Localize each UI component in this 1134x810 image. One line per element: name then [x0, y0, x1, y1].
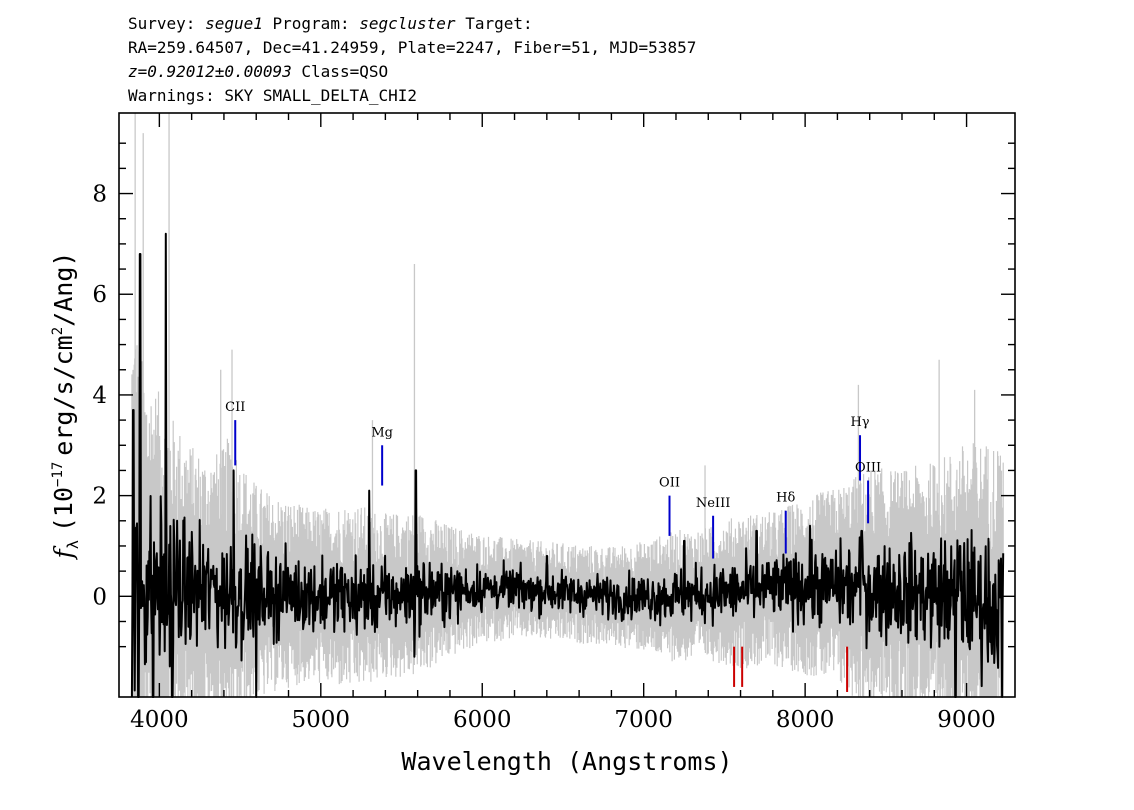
class-value: Class=QSO	[301, 62, 388, 81]
y-title-exp2: 2	[50, 327, 66, 335]
emission-line-label-5: Hγ	[850, 415, 869, 430]
header-line-2: RA=259.64507, Dec=41.24959, Plate=2247, …	[128, 38, 696, 57]
x-tick-label-4000: 4000	[130, 707, 189, 733]
spectral-line-markers: CII Mg OII NeIII Hδ Hγ OIII	[225, 400, 881, 692]
x-axis-title: Wavelength (Angstroms)	[401, 747, 732, 776]
emission-line-label-0: CII	[225, 400, 245, 415]
y-tick-label-6: 6	[92, 282, 107, 308]
emission-line-label-4: Hδ	[776, 491, 795, 506]
error-band	[131, 345, 1004, 697]
y-tick-label-0: 0	[92, 584, 107, 610]
x-tick-label-5000: 5000	[292, 707, 351, 733]
target-label: Target:	[465, 14, 532, 33]
x-tick-label-8000: 8000	[776, 707, 835, 733]
y-title-post: /Ang)	[49, 252, 78, 327]
survey-value: segue1	[205, 14, 263, 33]
redshift-value: z=0.92012±0.00093	[128, 62, 292, 81]
x-tick-label-9000: 9000	[937, 707, 996, 733]
emission-line-label-3: NeIII	[696, 496, 730, 511]
y-tick-label-8: 8	[92, 182, 107, 208]
emission-line-label-6: OIII	[855, 461, 881, 476]
emission-line-label-1: Mg	[371, 425, 393, 440]
survey-label: Survey:	[128, 14, 195, 33]
flux-line	[130, 232, 1005, 698]
x-tick-label-7000: 7000	[614, 707, 673, 733]
y-title-f: f	[49, 545, 78, 560]
y-title-pre: (10	[49, 487, 78, 532]
plot-frame	[118, 112, 1016, 698]
y-axis-title: fλ (10−17 erg/s/cm2/Ang)	[49, 252, 82, 561]
y-tick-label-2: 2	[92, 484, 107, 510]
flux-spectrum	[130, 232, 1005, 698]
y-title-sub: λ	[64, 540, 82, 549]
program-value: segcluster	[359, 14, 456, 33]
y-title-mid: erg/s/cm	[49, 335, 78, 455]
plot-axes: 4000 5000 6000 7000 8000 9000 0 2 4 6 8	[92, 112, 1016, 733]
program-label: Program:	[273, 14, 350, 33]
header-line-1: Survey: segue1 Program: segcluster Targe…	[128, 14, 533, 33]
emission-line-label-2: OII	[659, 476, 680, 491]
x-tick-label-6000: 6000	[453, 707, 512, 733]
header-line-3: z=0.92012±0.00093 Class=QSO	[128, 62, 388, 81]
y-tick-label-4: 4	[92, 383, 107, 409]
y-title-exp1: −17	[50, 462, 66, 487]
header-line-4: Warnings: SKY SMALL_DELTA_CHI2	[128, 86, 417, 105]
